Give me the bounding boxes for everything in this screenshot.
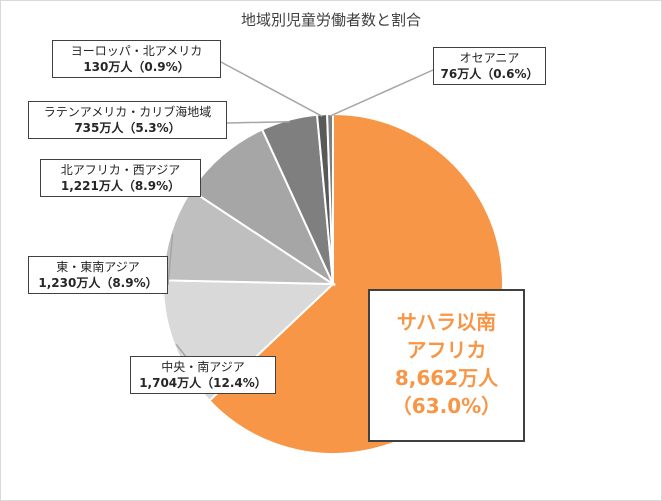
- label-sub-saharan-africa: サハラ以南 アフリカ 8,662万人 （63.0%）: [368, 289, 525, 442]
- label-latin-america: ラテンアメリカ・カリブ海地域 735万人（5.3%）: [28, 101, 227, 139]
- label-latin-america-name: ラテンアメリカ・カリブ海地域: [43, 105, 212, 119]
- label-sub-saharan-africa-percent: （63.0%）: [391, 394, 502, 418]
- label-north-africa-west-asia-name: 北アフリカ・西アジア: [60, 163, 181, 177]
- leader-line-latin-america: [226, 120, 290, 124]
- leader-line-europe-north-america: [220, 61, 323, 118]
- label-latin-america-value: 735万人（5.3%）: [74, 121, 181, 135]
- label-north-africa-west-asia: 北アフリカ・西アジア 1,221万人（8.9%）: [40, 159, 201, 197]
- label-europe-north-america-name: ヨーロッパ・北アメリカ: [70, 44, 203, 58]
- label-central-south-asia-value: 1,704万人（12.4%）: [139, 376, 267, 390]
- leader-line-north-africa-west-asia: [200, 156, 225, 191]
- label-central-south-asia: 中央・南アジア 1,704万人（12.4%）: [130, 356, 276, 394]
- label-sub-saharan-africa-name-line2: アフリカ: [406, 338, 487, 362]
- chart-title: 地域別児童労働者数と割合: [240, 11, 421, 29]
- label-europe-north-america-value: 130万人（0.9%）: [83, 60, 190, 74]
- label-oceania-name: オセアニア: [459, 51, 520, 65]
- label-oceania-value: 76万人（0.6%）: [440, 67, 539, 81]
- label-oceania: オセアニア 76万人（0.6%）: [433, 47, 546, 85]
- leader-line-oceania: [329, 69, 434, 117]
- label-europe-north-america: ヨーロッパ・北アメリカ 130万人（0.9%）: [52, 40, 221, 78]
- label-east-southeast-asia-name: 東・東南アジア: [56, 260, 140, 274]
- label-north-africa-west-asia-value: 1,221万人（8.9%）: [60, 179, 181, 193]
- label-east-southeast-asia-value: 1,230万人（8.9%）: [38, 276, 158, 290]
- label-central-south-asia-name: 中央・南アジア: [161, 360, 245, 374]
- label-east-southeast-asia: 東・東南アジア 1,230万人（8.9%）: [28, 256, 168, 294]
- label-sub-saharan-africa-name-line1: サハラ以南: [396, 310, 497, 334]
- label-sub-saharan-africa-value: 8,662万人: [394, 366, 499, 390]
- leader-line-east-southeast-asia: [167, 233, 174, 286]
